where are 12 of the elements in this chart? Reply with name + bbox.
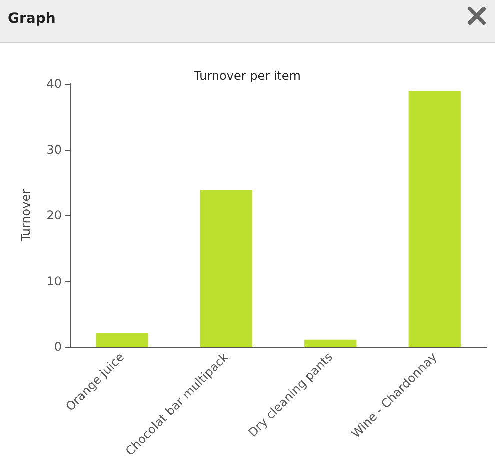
chart-title: Graph <box>8 11 56 27</box>
y-tick-label: 40 <box>46 77 62 91</box>
bar <box>96 333 148 348</box>
y-tick-label: 30 <box>46 142 62 157</box>
y-tick-label: 0 <box>54 340 62 354</box>
y-axis-title: Turnover <box>19 189 33 243</box>
y-tick-label: 10 <box>46 274 62 288</box>
chart-subtitle: Turnover per item <box>193 69 301 83</box>
bar <box>200 190 252 348</box>
bar <box>408 91 461 348</box>
y-tick-label: 20 <box>46 208 62 223</box>
bar <box>304 340 357 348</box>
